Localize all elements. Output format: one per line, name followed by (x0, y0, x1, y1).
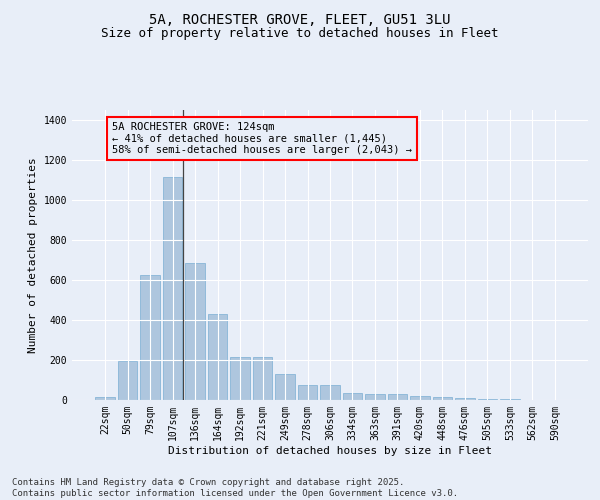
Bar (185, 263, 205, 400)
Text: 5A ROCHESTER GROVE: 124sqm
← 41% of detached houses are smaller (1,445)
58% of s: 5A ROCHESTER GROVE: 124sqm ← 41% of deta… (112, 122, 412, 155)
Bar (253, 357, 272, 400)
Text: 5A, ROCHESTER GROVE, FLEET, GU51 3LU: 5A, ROCHESTER GROVE, FLEET, GU51 3LU (149, 12, 451, 26)
Bar (118, 361, 137, 400)
Y-axis label: Number of detached properties: Number of detached properties (28, 157, 38, 353)
X-axis label: Distribution of detached houses by size in Fleet: Distribution of detached houses by size … (168, 446, 492, 456)
Bar (365, 394, 385, 400)
Bar (230, 357, 250, 400)
Bar (298, 385, 317, 400)
Bar (95, 397, 115, 400)
Bar (320, 385, 340, 400)
Bar (455, 398, 475, 400)
Bar (478, 399, 497, 400)
Text: Contains HM Land Registry data © Crown copyright and database right 2025.
Contai: Contains HM Land Registry data © Crown c… (12, 478, 458, 498)
Bar (410, 396, 430, 400)
Bar (388, 394, 407, 400)
Bar (208, 314, 227, 400)
Text: Size of property relative to detached houses in Fleet: Size of property relative to detached ho… (101, 28, 499, 40)
Bar (163, 177, 182, 400)
Bar (275, 374, 295, 400)
Bar (433, 397, 452, 400)
Bar (140, 275, 160, 400)
Bar (343, 393, 362, 400)
